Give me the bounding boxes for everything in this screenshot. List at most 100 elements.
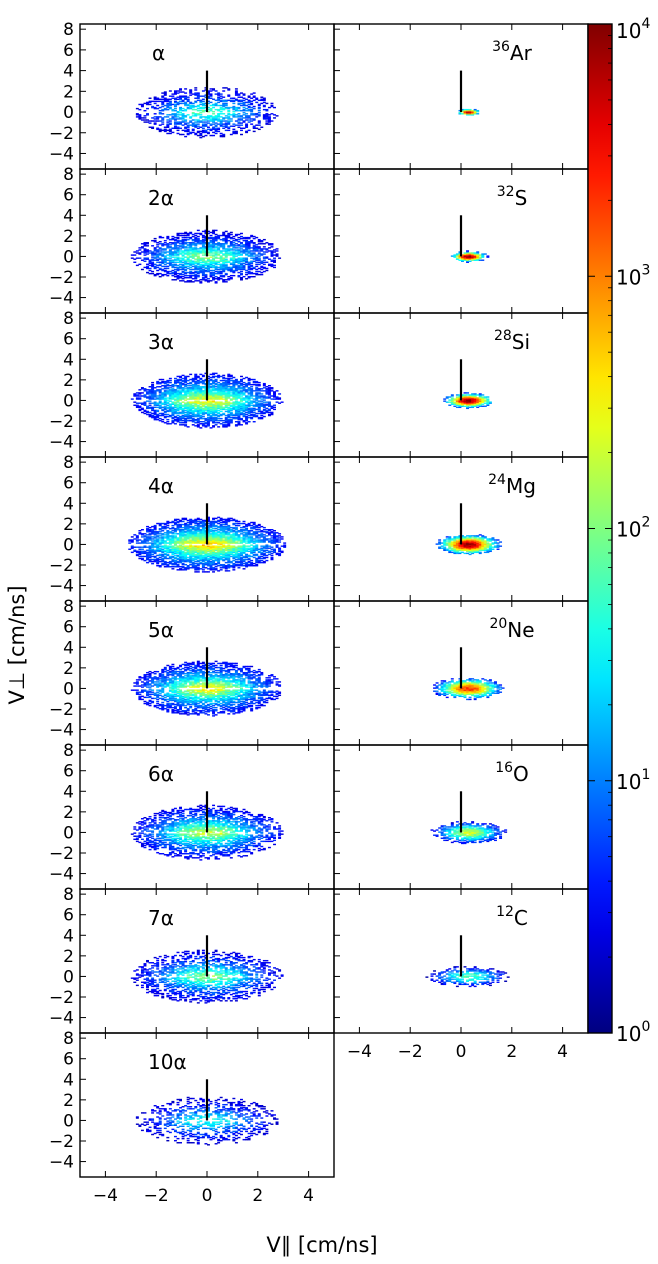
panel-label: 5α	[148, 618, 174, 642]
y-tick-label: 2	[63, 227, 74, 247]
y-tick-label: −2	[49, 556, 74, 576]
heatmap-cells	[433, 678, 505, 701]
y-tick-label: −4	[49, 577, 74, 597]
panel-label: 36Ar	[492, 39, 533, 65]
panel-label: 28Si	[494, 328, 530, 354]
panel-28-Si: 28Si	[333, 312, 589, 458]
panel-label-text: Mg	[506, 474, 536, 498]
y-tick-label: −2	[49, 844, 74, 864]
panel-label-text: O	[513, 762, 529, 786]
y-tick-label: 2	[63, 515, 74, 535]
y-tick-label: 4	[63, 1070, 74, 1090]
y-tick-label: 0	[63, 823, 74, 843]
y-tick-label: 6	[63, 906, 74, 926]
panel-32-S: 32S	[333, 168, 589, 314]
panel-label-sup: 20	[489, 616, 507, 632]
y-tick-label: 4	[63, 638, 74, 658]
y-tick-label: 2	[63, 947, 74, 967]
y-tick-label: 8	[63, 165, 74, 185]
x-tick-label: 0	[202, 1186, 213, 1206]
colorbar-tick-label: 101	[616, 767, 650, 794]
x-tick-label: −2	[398, 1042, 423, 1062]
y-tick-label: 8	[63, 597, 74, 617]
panel-label: 24Mg	[488, 472, 536, 498]
heatmap-cells	[430, 821, 508, 845]
panel-label: 32S	[497, 184, 528, 210]
panel-label: 12C	[496, 904, 528, 930]
x-tick-label: 4	[303, 1186, 314, 1206]
y-tick-label: −4	[49, 289, 74, 309]
panel-24-Mg: 24Mg	[333, 456, 589, 602]
heatmap-cells	[130, 229, 282, 284]
y-tick-label: 4	[63, 350, 74, 370]
panel-label: 2α	[148, 186, 174, 210]
y-tick-label: −4	[49, 1153, 74, 1173]
colorbar-tick-label: 103	[616, 262, 650, 289]
y-tick-label: 2	[63, 82, 74, 102]
colorbar-tick-label: 102	[616, 515, 650, 542]
y-axis-label: V⊥ [cm/ns]	[5, 585, 29, 704]
y-tick-label: −4	[49, 721, 74, 741]
y-tick-label: 0	[63, 391, 74, 411]
y-tick-label: 6	[63, 330, 74, 350]
y-tick-label: 8	[63, 885, 74, 905]
panel-label-sup: 24	[488, 472, 506, 488]
y-tick-label: −2	[49, 700, 74, 720]
x-tick-label: 0	[456, 1042, 467, 1062]
panel-label-sup: 12	[496, 904, 514, 920]
y-tick-label: −4	[49, 144, 74, 164]
panel-label: 6α	[148, 762, 174, 786]
y-tick-label: 0	[63, 535, 74, 555]
y-tick-label: −2	[49, 412, 74, 432]
y-tick-label: 8	[63, 309, 74, 329]
y-tick-label: −4	[49, 865, 74, 885]
y-tick-label: 4	[63, 782, 74, 802]
y-tick-label: −2	[49, 988, 74, 1008]
panel-label: 16O	[495, 760, 529, 786]
y-tick-label: 4	[63, 206, 74, 226]
panel-label: α	[152, 41, 165, 65]
y-tick-label: 4	[63, 494, 74, 514]
panel-label-sup: 36	[492, 39, 510, 55]
y-tick-label: 6	[63, 618, 74, 638]
panel-label: 3α	[148, 330, 174, 354]
colorbar-tick-label: 104	[616, 16, 650, 43]
y-tick-label: −4	[49, 1009, 74, 1029]
y-tick-label: 2	[63, 371, 74, 391]
y-tick-label: 4	[63, 926, 74, 946]
y-tick-label: −4	[49, 433, 74, 453]
y-tick-label: 2	[63, 659, 74, 679]
panel-12-C: 12C −4 −2 0 2 4	[333, 888, 589, 1062]
y-tick-label: 0	[63, 103, 74, 123]
y-tick-label: 6	[63, 1050, 74, 1070]
y-tick-label: 0	[63, 247, 74, 267]
panel-label-sup: 32	[497, 184, 515, 200]
panel-label-text: S	[515, 186, 528, 210]
panel-label: 20Ne	[489, 616, 534, 642]
x-tick-label: 4	[557, 1042, 568, 1062]
panel-label: 10α	[148, 1050, 187, 1074]
y-tick-label: −2	[49, 124, 74, 144]
panel-20-Ne: 20Ne	[333, 600, 589, 746]
y-tick-label: 8	[63, 453, 74, 473]
heatmap-cells	[130, 804, 284, 861]
panel-16-O: 16O	[333, 744, 589, 890]
panels-group: α−4−2024682α−4−2024683α−4−2024684α−4−202…	[49, 20, 589, 1206]
heatmap-cells	[135, 1096, 279, 1146]
heatmap-cells	[130, 372, 284, 429]
x-tick-label: 2	[506, 1042, 517, 1062]
panel-label-sup: 28	[494, 328, 512, 344]
heatmap-cells	[425, 966, 510, 988]
y-tick-label: 6	[63, 41, 74, 61]
y-tick-label: 6	[63, 474, 74, 494]
panel-label-text: C	[514, 906, 528, 930]
y-tick-label: 2	[63, 803, 74, 823]
y-tick-label: 6	[63, 762, 74, 782]
